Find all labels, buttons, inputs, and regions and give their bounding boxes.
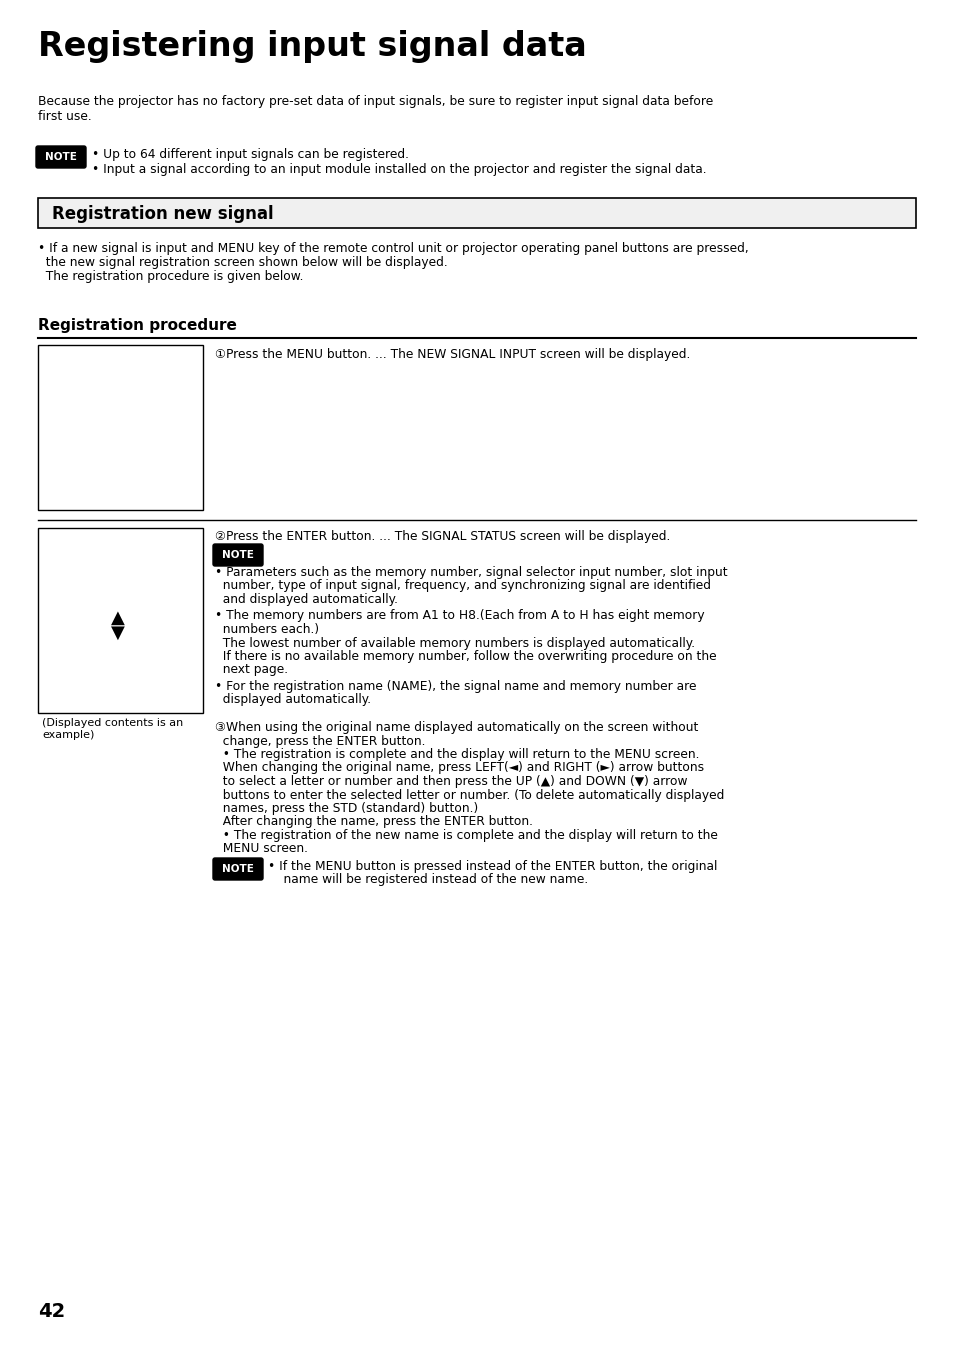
Bar: [38, 198, 915, 228]
Text: • For the registration name (NAME), the signal name and memory number are: • For the registration name (NAME), the …: [214, 680, 696, 693]
Text: ①Press the MENU button. ... The NEW SIGNAL INPUT screen will be displayed.: ①Press the MENU button. ... The NEW SIGN…: [214, 348, 690, 362]
Text: • The registration is complete and the display will return to the MENU screen.: • The registration is complete and the d…: [214, 747, 699, 761]
Text: The lowest number of available memory numbers is displayed automatically.: The lowest number of available memory nu…: [214, 637, 695, 649]
Bar: [38, 345, 203, 510]
Text: ②Press the ENTER button. ... The SIGNAL STATUS screen will be displayed.: ②Press the ENTER button. ... The SIGNAL …: [214, 530, 670, 544]
Text: • The memory numbers are from A1 to H8.(Each from A to H has eight memory: • The memory numbers are from A1 to H8.(…: [214, 610, 704, 622]
Text: (Displayed contents is an
example): (Displayed contents is an example): [42, 718, 183, 739]
Text: After changing the name, press the ENTER button.: After changing the name, press the ENTER…: [214, 816, 533, 828]
Text: displayed automatically.: displayed automatically.: [214, 693, 371, 707]
Text: next page.: next page.: [214, 664, 288, 676]
Bar: [38, 527, 203, 714]
Text: buttons to enter the selected letter or number. (To delete automatically display: buttons to enter the selected letter or …: [214, 789, 723, 801]
Text: • The registration of the new name is complete and the display will return to th: • The registration of the new name is co…: [214, 830, 717, 842]
Text: Because the projector has no factory pre-set data of input signals, be sure to r: Because the projector has no factory pre…: [38, 94, 713, 123]
Text: ③When using the original name displayed automatically on the screen without: ③When using the original name displayed …: [214, 720, 698, 734]
FancyBboxPatch shape: [213, 544, 263, 567]
Text: numbers each.): numbers each.): [214, 623, 319, 635]
Text: • Parameters such as the memory number, signal selector input number, slot input: • Parameters such as the memory number, …: [214, 567, 727, 579]
Text: change, press the ENTER button.: change, press the ENTER button.: [214, 734, 425, 747]
Text: • If the MENU button is pressed instead of the ENTER button, the original: • If the MENU button is pressed instead …: [268, 861, 717, 873]
Text: names, press the STD (standard) button.): names, press the STD (standard) button.): [214, 803, 477, 815]
Text: The registration procedure is given below.: The registration procedure is given belo…: [38, 270, 303, 283]
Text: Registration new signal: Registration new signal: [52, 205, 274, 223]
Text: • Up to 64 different input signals can be registered.: • Up to 64 different input signals can b…: [91, 148, 409, 161]
Text: • Input a signal according to an input module installed on the projector and reg: • Input a signal according to an input m…: [91, 163, 706, 175]
Text: 42: 42: [38, 1302, 65, 1321]
Text: to select a letter or number and then press the UP (▲) and DOWN (▼) arrow: to select a letter or number and then pr…: [214, 774, 687, 788]
Text: If there is no available memory number, follow the overwriting procedure on the: If there is no available memory number, …: [214, 650, 716, 662]
Text: NOTE: NOTE: [45, 152, 77, 162]
Text: When changing the original name, press LEFT(◄) and RIGHT (►) arrow buttons: When changing the original name, press L…: [214, 761, 703, 774]
Text: ▲
▼: ▲ ▼: [111, 608, 125, 642]
Text: name will be registered instead of the new name.: name will be registered instead of the n…: [268, 874, 588, 886]
FancyBboxPatch shape: [213, 858, 263, 880]
Text: the new signal registration screen shown below will be displayed.: the new signal registration screen shown…: [38, 256, 447, 268]
Text: • If a new signal is input and MENU key of the remote control unit or projector : • If a new signal is input and MENU key …: [38, 241, 748, 255]
Text: Registration procedure: Registration procedure: [38, 318, 236, 333]
Text: number, type of input signal, frequency, and synchronizing signal are identified: number, type of input signal, frequency,…: [214, 580, 710, 592]
Text: NOTE: NOTE: [222, 550, 253, 560]
FancyBboxPatch shape: [36, 146, 86, 169]
Text: MENU screen.: MENU screen.: [214, 843, 308, 855]
Text: NOTE: NOTE: [222, 863, 253, 874]
Text: and displayed automatically.: and displayed automatically.: [214, 594, 397, 606]
Text: Registering input signal data: Registering input signal data: [38, 30, 586, 63]
